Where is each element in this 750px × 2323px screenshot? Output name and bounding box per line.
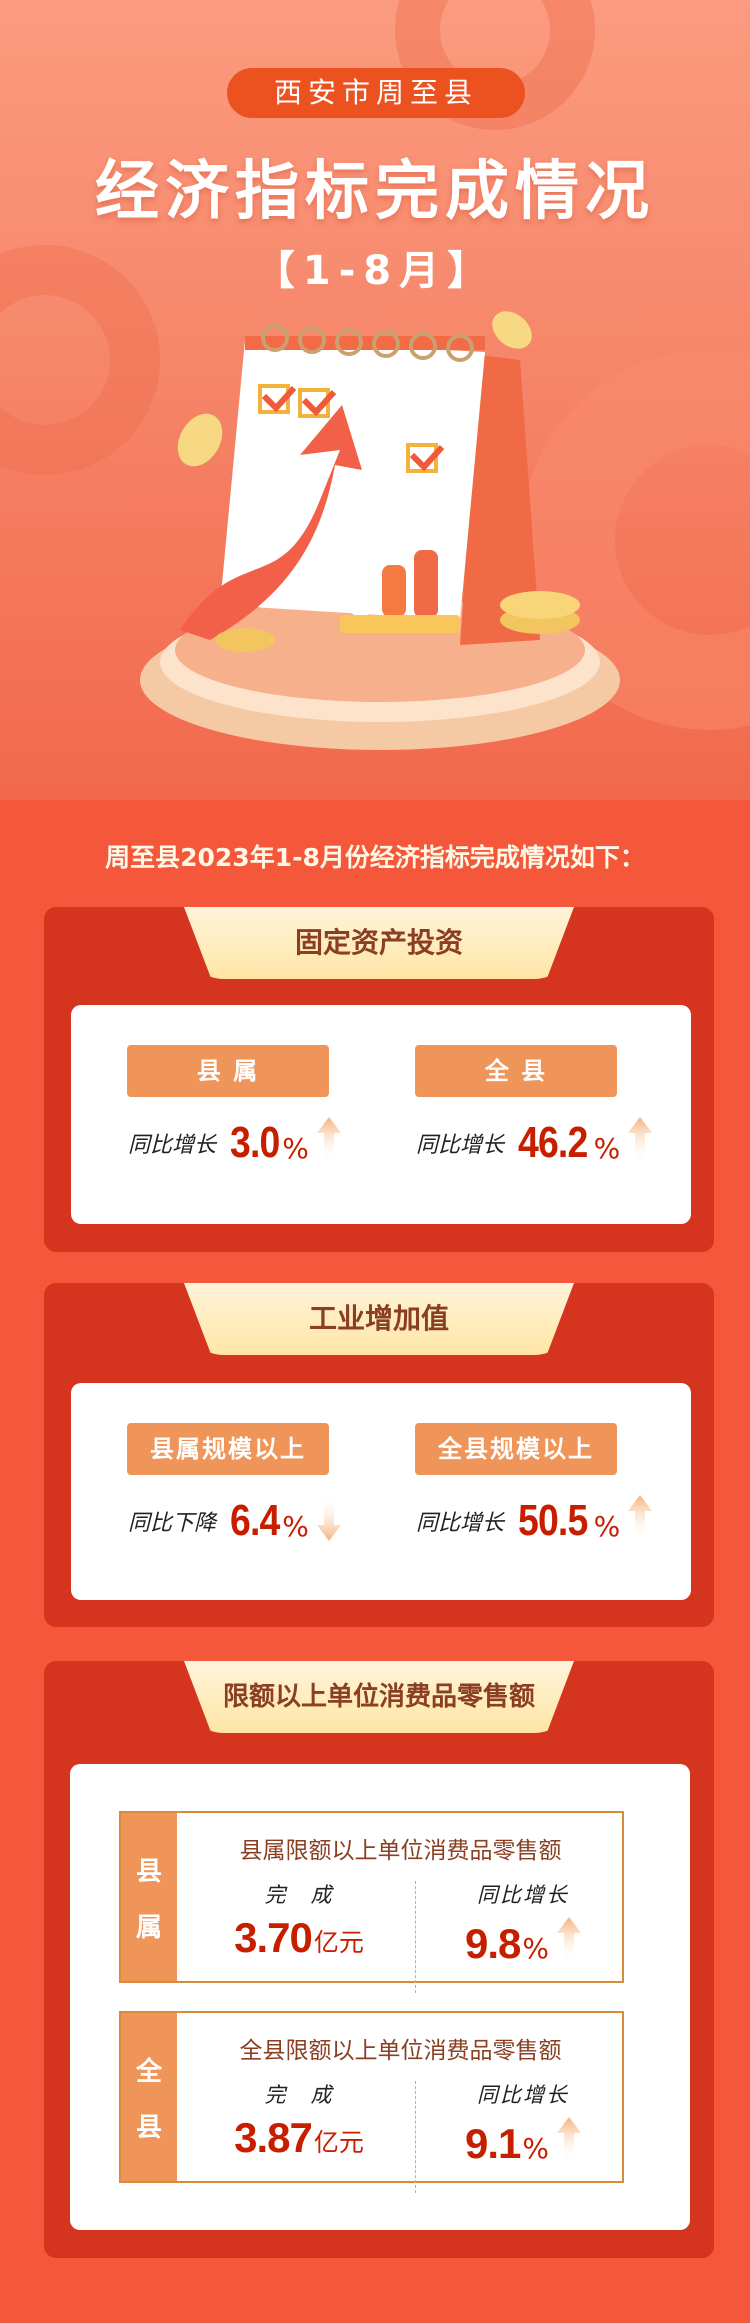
stat-unit: % bbox=[593, 1132, 621, 1165]
growth-label: 同比增长 bbox=[477, 1883, 569, 1907]
section-fixed-asset-investment: 固定资产投资 县 属 全 县 同比增长 3.0 % 同比增长 46.2 % bbox=[44, 907, 714, 1252]
stat-unit: % bbox=[593, 1510, 621, 1543]
category-label: 全 县 bbox=[415, 1045, 617, 1097]
stat-label: 同比增长 bbox=[416, 1133, 505, 1158]
arrow-up-icon bbox=[628, 1495, 653, 1541]
section-title: 限额以上单位消费品零售额 bbox=[184, 1661, 574, 1733]
stat-unit: % bbox=[282, 1132, 309, 1165]
growth-value: 9.8 bbox=[465, 1920, 521, 1967]
stat-label: 同比增长 bbox=[128, 1133, 217, 1158]
stat-value: 46.2 bbox=[518, 1118, 588, 1167]
arrow-up-icon bbox=[628, 1117, 653, 1163]
stats-panel: 县属规模以上 全县规模以上 同比下降 6.4 % 同比增长 50.5 % bbox=[71, 1383, 691, 1600]
category-label: 全县规模以上 bbox=[415, 1423, 617, 1475]
stat-label: 同比下降 bbox=[128, 1511, 217, 1536]
stat-value: 6.4 bbox=[230, 1496, 280, 1545]
arrow-down-icon bbox=[316, 1495, 341, 1541]
calendar-illustration bbox=[140, 311, 620, 750]
band-char: 县 bbox=[135, 2112, 162, 2143]
growth-column: 同比增长 9.8 % bbox=[423, 1879, 623, 1965]
growth-column: 同比增长 9.1 % bbox=[423, 2079, 623, 2165]
retail-box-whole-county: 全县 全县限额以上单位消费品零售额 完 成 3.87 亿元 同比增长 9.1 % bbox=[119, 2011, 624, 2193]
stat-whole-county-above-scale: 同比增长 50.5 % bbox=[416, 1495, 653, 1545]
band-char: 全 bbox=[135, 2056, 162, 2087]
completed-column: 完 成 3.87 亿元 bbox=[199, 2079, 399, 2159]
retail-box-county-owned: 县属 县属限额以上单位消费品零售额 完 成 3.70 亿元 同比增长 9.8 % bbox=[119, 1811, 624, 1993]
completed-column: 完 成 3.70 亿元 bbox=[199, 1879, 399, 1959]
section-industrial-value-added: 工业增加值 县属规模以上 全县规模以上 同比下降 6.4 % 同比增长 50.5… bbox=[44, 1283, 714, 1627]
stats-panel: 县属 县属限额以上单位消费品零售额 完 成 3.70 亿元 同比增长 9.8 % bbox=[70, 1764, 690, 2230]
arrow-up-icon bbox=[557, 1917, 581, 1963]
box-title: 全县限额以上单位消费品零售额 bbox=[239, 2038, 562, 2064]
section-retail-sales: 限额以上单位消费品零售额 县属 县属限额以上单位消费品零售额 完 成 3.70 … bbox=[44, 1661, 714, 2258]
completed-label: 完 成 bbox=[264, 1883, 334, 1907]
growth-label: 同比增长 bbox=[477, 2083, 569, 2107]
section-title: 工业增加值 bbox=[184, 1283, 574, 1355]
stat-label: 同比增长 bbox=[416, 1511, 505, 1536]
completed-unit: 亿元 bbox=[313, 2128, 364, 2157]
category-label: 县 属 bbox=[127, 1045, 329, 1097]
page-title: 经济指标完成情况 bbox=[95, 155, 655, 229]
stat-whole-county: 同比增长 46.2 % bbox=[416, 1117, 653, 1167]
completed-label: 完 成 bbox=[264, 2083, 334, 2107]
header-banner: 西安市周至县 经济指标完成情况 【1-8月】 bbox=[0, 0, 750, 800]
growth-value: 9.1 bbox=[465, 2120, 521, 2167]
band-char: 县 bbox=[135, 1856, 162, 1887]
stat-value: 3.0 bbox=[230, 1118, 280, 1167]
stat-county-above-scale: 同比下降 6.4 % bbox=[128, 1495, 341, 1543]
arrow-up-icon bbox=[316, 1117, 341, 1163]
growth-unit: % bbox=[522, 1932, 549, 1965]
category-label: 县属规模以上 bbox=[127, 1423, 329, 1475]
divider bbox=[415, 1881, 416, 1993]
completed-unit: 亿元 bbox=[313, 1928, 364, 1957]
intro-text: 周至县2023年1-8月份经济指标完成情况如下： bbox=[105, 843, 645, 872]
growth-unit: % bbox=[522, 2132, 549, 2165]
box-band: 全县 bbox=[121, 2013, 177, 2181]
stat-unit: % bbox=[282, 1510, 309, 1543]
box-band: 县属 bbox=[121, 1813, 177, 1981]
stats-panel: 县 属 全 县 同比增长 3.0 % 同比增长 46.2 % bbox=[71, 1005, 691, 1224]
region-pill: 西安市周至县 bbox=[227, 68, 525, 118]
divider bbox=[415, 2081, 416, 2193]
completed-value: 3.70 bbox=[234, 1914, 313, 1961]
section-title: 固定资产投资 bbox=[184, 907, 574, 979]
arrow-up-icon bbox=[557, 2117, 581, 2163]
band-char: 属 bbox=[135, 1912, 162, 1943]
period-label: 【1-8月】 bbox=[254, 248, 496, 294]
stat-county-owned: 同比增长 3.0 % bbox=[128, 1117, 341, 1165]
stat-value: 50.5 bbox=[518, 1496, 588, 1545]
completed-value: 3.87 bbox=[234, 2114, 313, 2161]
box-title: 县属限额以上单位消费品零售额 bbox=[239, 1838, 562, 1864]
